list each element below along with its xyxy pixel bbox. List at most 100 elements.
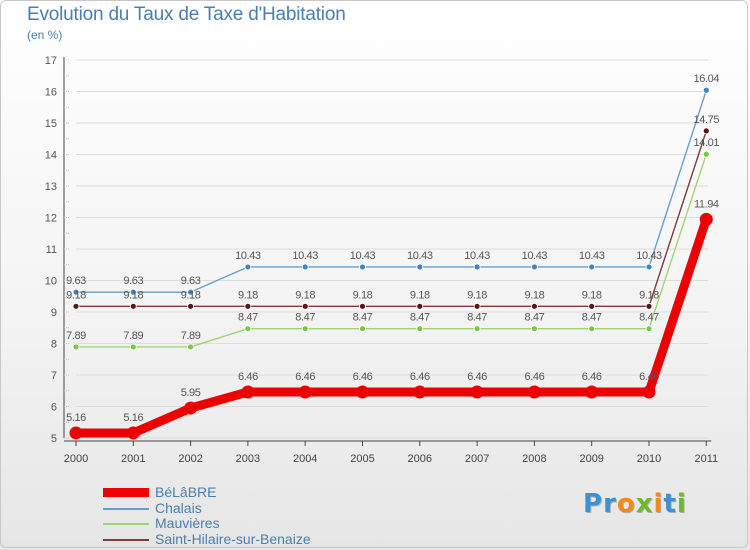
data-point [72, 302, 80, 310]
data-point [702, 86, 710, 94]
logo-letter: t [663, 489, 677, 519]
y-tick-label: 8 [51, 339, 57, 351]
y-tick-label: 10 [45, 276, 57, 288]
x-tick-label: 2007 [465, 453, 489, 465]
data-point [531, 263, 538, 271]
data-point [416, 263, 424, 271]
data-point [359, 325, 366, 333]
data-label: 10.43 [350, 250, 376, 262]
data-label: 9.18 [181, 289, 201, 301]
legend-label: Mauvières [155, 515, 220, 531]
x-tick-label: 2004 [293, 453, 317, 465]
data-point [588, 263, 596, 271]
data-label: 5.16 [66, 412, 86, 424]
data-label: 9.18 [295, 289, 315, 301]
x-tick-label: 2003 [236, 453, 260, 465]
data-label: 8.47 [238, 312, 258, 324]
data-point [416, 302, 424, 310]
series-line [76, 130, 707, 308]
data-point [129, 288, 137, 296]
data-point [473, 263, 481, 271]
data-point [702, 150, 710, 158]
data-point [413, 385, 427, 399]
data-label: 5.16 [123, 412, 143, 424]
data-label: 6.46 [295, 371, 315, 383]
logo-letter: P [583, 489, 604, 519]
data-label: 10.43 [579, 250, 605, 262]
data-label: 14.01 [694, 137, 720, 149]
data-point [129, 302, 137, 310]
data-point [129, 343, 137, 351]
data-label: 10.43 [292, 250, 318, 262]
data-point [702, 127, 710, 135]
y-tick-label: 13 [45, 181, 57, 193]
series-line [76, 90, 707, 293]
data-label: 10.43 [235, 250, 261, 262]
data-label: 7.89 [66, 330, 86, 342]
data-point [645, 325, 653, 333]
x-tick-label: 2011 [694, 453, 718, 465]
data-label: 8.47 [639, 312, 659, 324]
data-point [359, 302, 366, 310]
logo-letter: o [616, 489, 636, 519]
data-label: 9.18 [639, 289, 659, 301]
y-tick-label: 17 [45, 55, 57, 67]
x-tick-label: 2008 [522, 453, 546, 465]
data-point [416, 325, 424, 333]
data-label: 9.63 [123, 275, 143, 287]
data-point [187, 343, 195, 351]
data-point [645, 263, 653, 271]
data-point [642, 385, 656, 399]
data-point [301, 302, 309, 310]
y-tick-label: 16 [45, 87, 57, 99]
y-tick-label: 12 [45, 213, 57, 225]
data-label: 7.89 [123, 330, 143, 342]
y-tick-label: 11 [46, 244, 57, 256]
x-tick-label: 2009 [579, 453, 603, 465]
data-label: 9.18 [410, 289, 430, 301]
data-point [527, 385, 541, 399]
logo-letter: i [653, 489, 664, 519]
data-label: 6.46 [639, 371, 659, 383]
data-label: 7.89 [181, 330, 201, 342]
x-tick-label: 2002 [178, 453, 202, 465]
data-label: 9.18 [582, 289, 602, 301]
data-label: 9.18 [123, 289, 143, 301]
data-point [473, 325, 481, 333]
x-tick-label: 2001 [121, 453, 145, 465]
data-point [72, 343, 80, 351]
data-label: 11.94 [694, 198, 719, 210]
data-label: 6.46 [467, 371, 487, 383]
data-label: 6.46 [238, 371, 258, 383]
data-label: 8.47 [295, 312, 315, 324]
data-label: 10.43 [464, 250, 490, 262]
y-tick-label: 6 [51, 402, 57, 414]
data-point [244, 263, 252, 271]
data-point [187, 288, 195, 296]
x-tick-label: 2000 [64, 453, 88, 465]
data-label: 9.18 [467, 289, 487, 301]
data-label: 8.47 [467, 312, 487, 324]
data-label: 9.18 [238, 289, 258, 301]
legend-swatch [103, 523, 149, 525]
data-point [72, 288, 80, 296]
proxiti-logo: Proxiti [583, 489, 687, 519]
legend-label: Saint-Hilaire-sur-Benaize [155, 530, 311, 547]
y-tick-label: 7 [51, 370, 57, 382]
data-label: 6.46 [582, 371, 602, 383]
data-point [531, 325, 538, 333]
data-point [470, 385, 484, 399]
x-tick-label: 2006 [408, 453, 432, 465]
logo-letter: x [635, 489, 654, 519]
legend-label: Chalais [155, 499, 202, 516]
y-tick-label: 5 [51, 433, 57, 445]
data-point [588, 325, 596, 333]
data-point [699, 212, 713, 226]
series-line [76, 217, 711, 438]
y-tick-label: 15 [45, 118, 57, 130]
data-point [301, 263, 309, 271]
legend-swatch [103, 488, 149, 497]
x-tick-label: 2005 [350, 453, 374, 465]
